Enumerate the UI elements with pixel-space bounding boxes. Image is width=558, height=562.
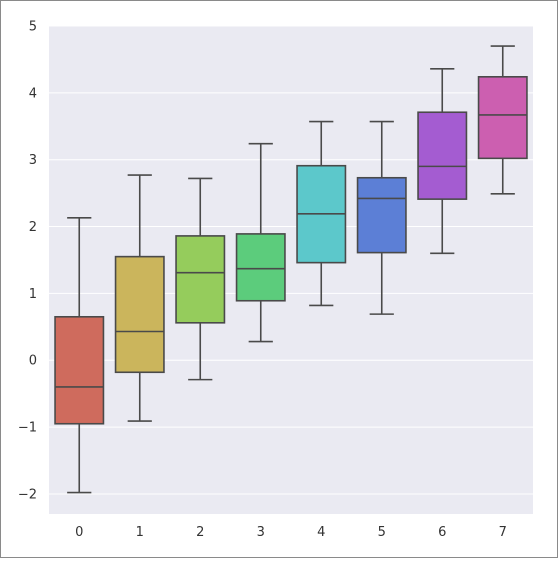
grid-lines: [49, 25, 533, 495]
y-tick-label: 2: [29, 220, 37, 235]
x-tick-label: 4: [317, 525, 325, 540]
x-axis-tick-labels: 0 1 2 3 4 5 6 7: [75, 525, 507, 540]
y-tick-label: −2: [18, 487, 37, 502]
y-tick-label: 1: [29, 287, 37, 302]
box-body: [235, 233, 286, 302]
box-body: [356, 176, 407, 254]
y-tick-label: 0: [29, 354, 37, 369]
box-body: [54, 315, 105, 425]
y-tick-label: 4: [29, 86, 37, 101]
box-2: [175, 177, 226, 381]
box-body: [114, 255, 165, 374]
boxes-group: [54, 45, 528, 494]
x-tick-label: 2: [196, 525, 204, 540]
y-tick-label: −1: [18, 421, 37, 436]
box-body: [175, 235, 226, 324]
x-tick-label: 6: [438, 525, 446, 540]
box-body: [477, 76, 528, 160]
y-axis-tick-labels: 5 4 3 2 1 0 −1 −2: [18, 20, 37, 503]
box-7: [477, 45, 528, 195]
box-1: [114, 174, 165, 422]
x-tick-label: 5: [378, 525, 386, 540]
box-6: [417, 67, 468, 255]
box-0: [54, 217, 105, 494]
x-tick-label: 3: [257, 525, 265, 540]
y-tick-label: 5: [29, 20, 37, 35]
x-tick-label: 0: [75, 525, 83, 540]
box-4: [296, 120, 347, 307]
box-3: [235, 142, 286, 343]
box-body: [417, 111, 468, 200]
box-5: [356, 120, 407, 315]
x-tick-label: 7: [499, 525, 507, 540]
x-tick-label: 1: [136, 525, 144, 540]
y-tick-label: 3: [29, 153, 37, 168]
